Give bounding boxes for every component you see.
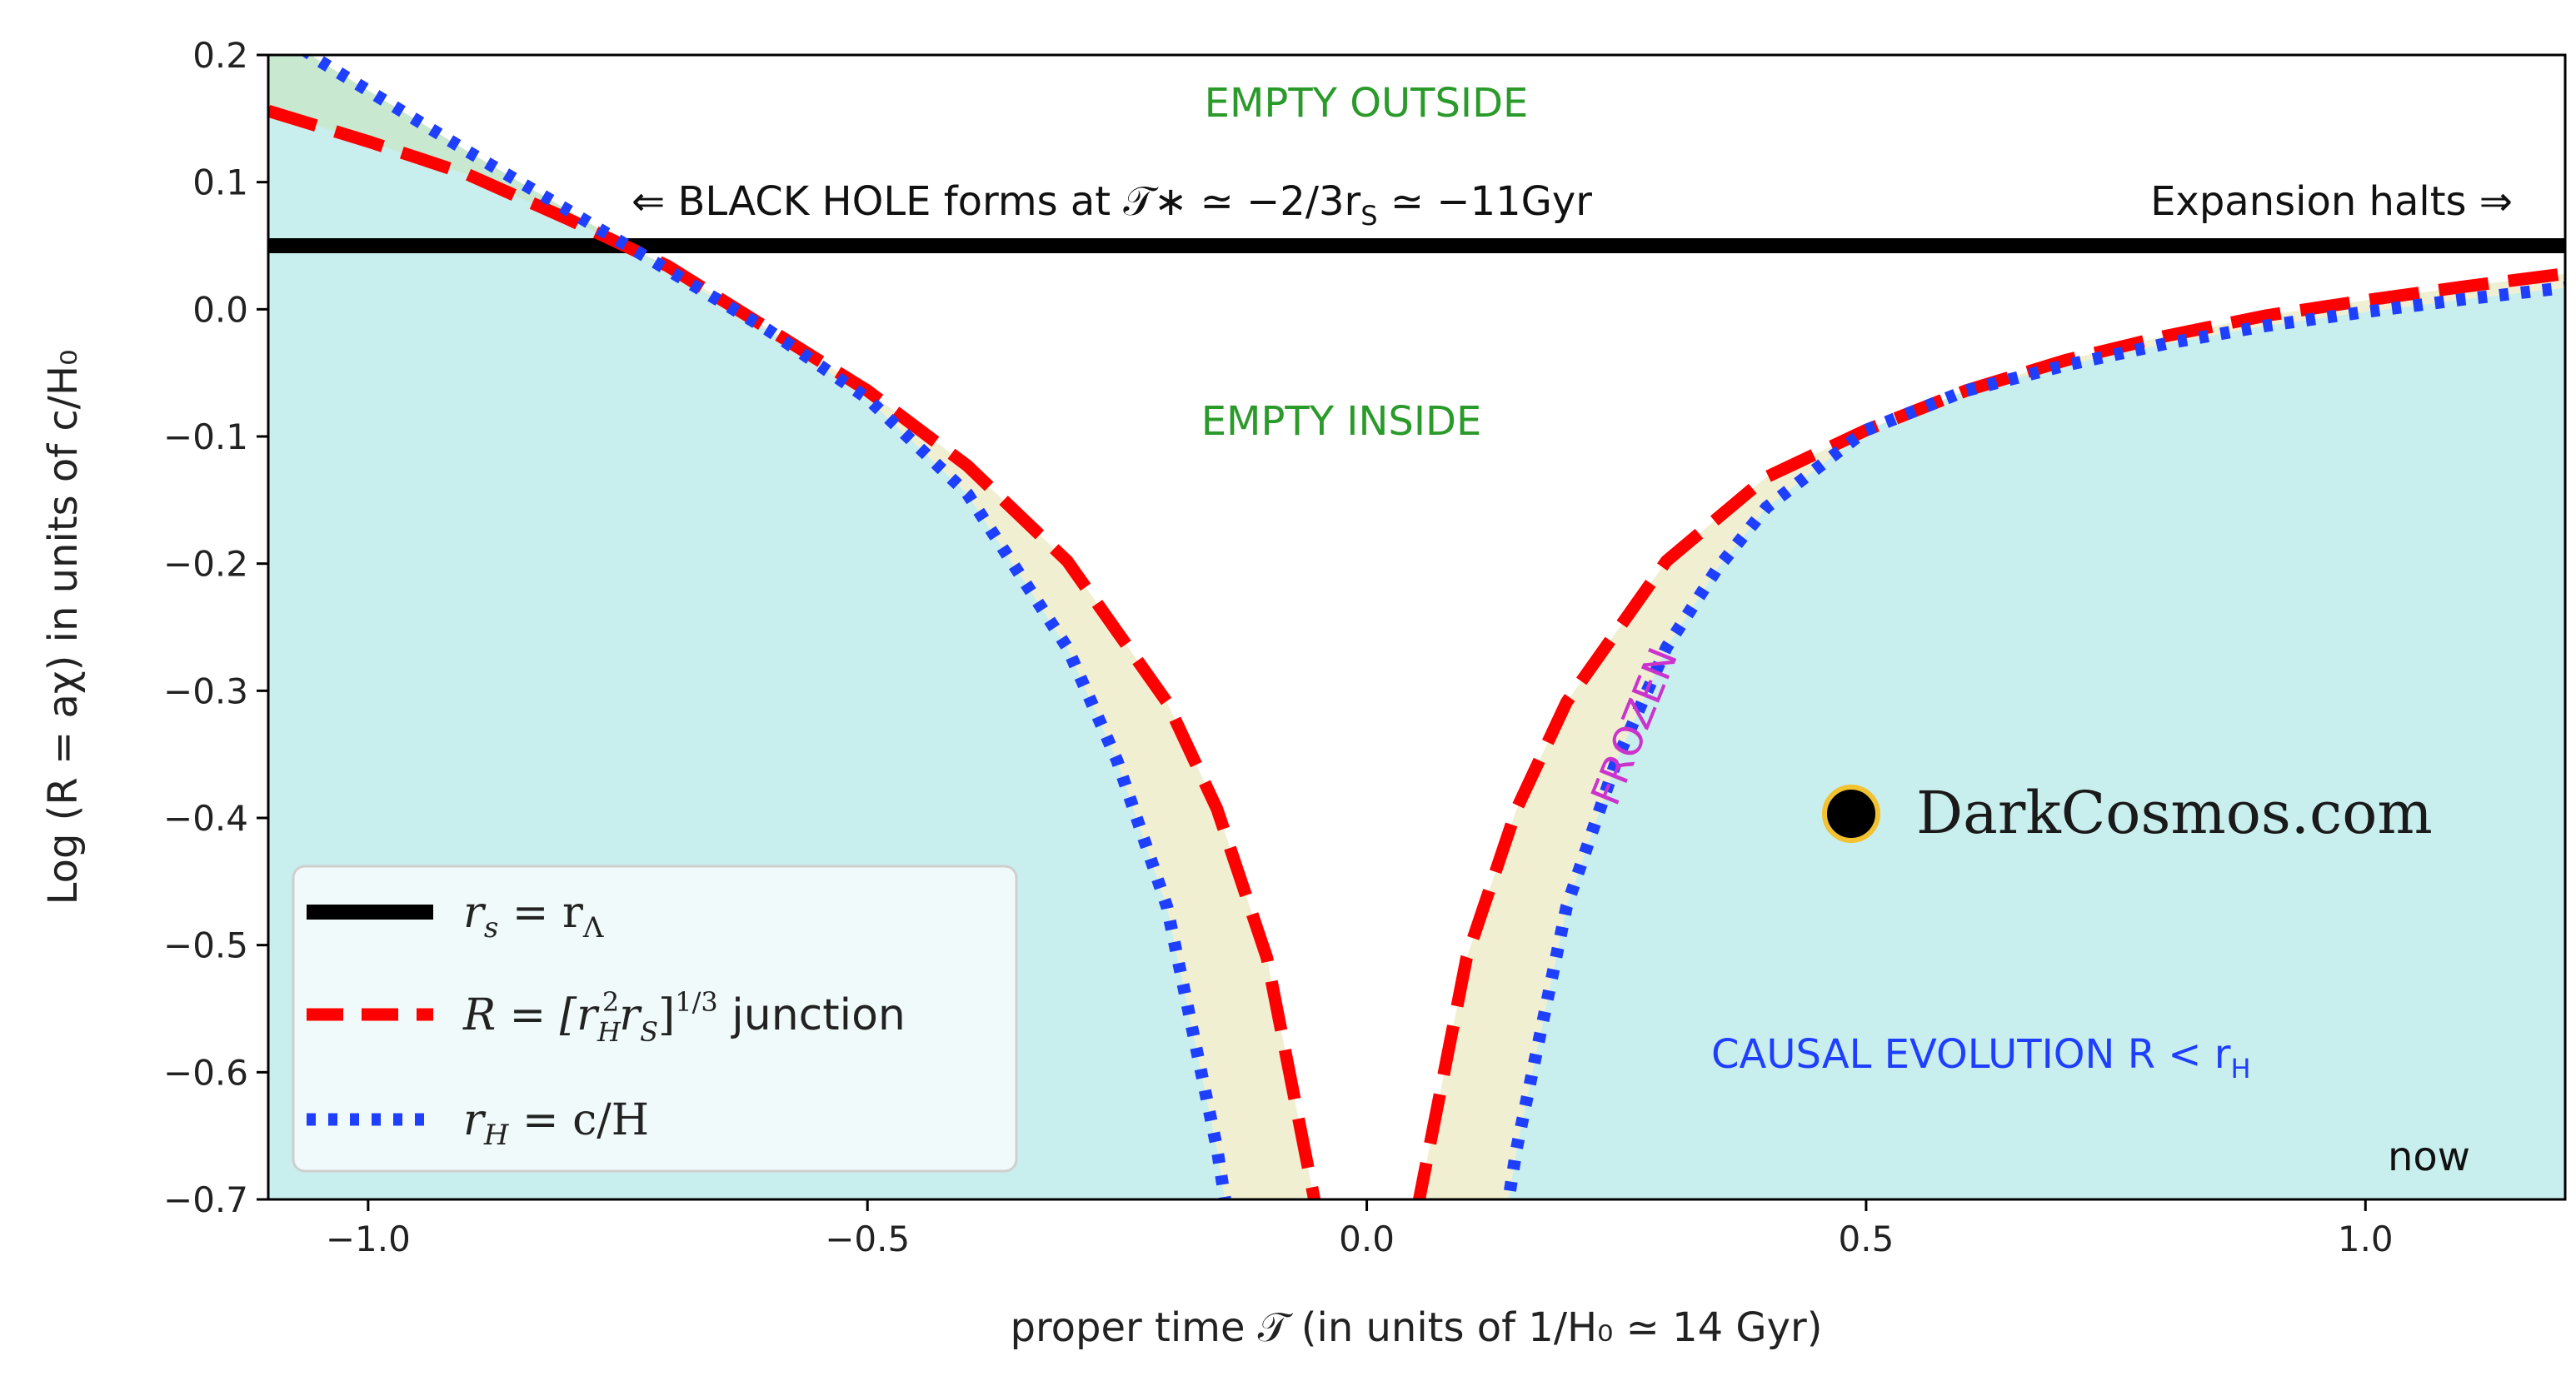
annotation-causal-sub: H [2231,1053,2251,1084]
x-axis-title: proper time 𝒯 (in units of 1/H₀ ≃ 14 Gyr… [1011,1304,1823,1351]
annotation-now: now [2388,1134,2470,1180]
legend-label-rh: rH = c/H [463,1095,649,1152]
brand-text: DarkCosmos.com [1916,779,2433,847]
x-tick-label: 0.0 [1339,1219,1395,1259]
legend-box [292,865,1018,1173]
x-tick-label: 0.5 [1839,1219,1895,1259]
x-axis-ticks: −1.0 −0.5 0.0 0.5 1.0 [326,1199,2394,1259]
y-tick-label: 0.2 [192,35,248,76]
x-tick-label: −1.0 [326,1219,411,1259]
x-tick-label: 1.0 [2338,1219,2394,1259]
y-tick-label: −0.3 [163,671,248,711]
y-tick-label: −0.4 [163,798,248,839]
x-tick-label: −0.5 [825,1219,910,1259]
legend: rs = rΛ R = [rH2rS]1/3 junction rH = c/H [292,865,1018,1173]
y-axis-ticks: 0.2 0.1 0.0 −0.1 −0.2 −0.3 −0.4 −0.5 −0.6 −0.7 [163,35,268,1220]
y-tick-label: −0.6 [163,1052,248,1093]
y-tick-label: 0.1 [192,162,248,203]
frozen-region-left [268,55,1315,1199]
y-tick-label: −0.7 [163,1179,248,1220]
plot-frame [267,53,2567,1201]
y-tick-label: −0.5 [163,925,248,966]
annotation-black-hole-tail: ≃ −11Gyr [1378,178,1593,225]
annotation-empty-outside: EMPTY OUTSIDE [1205,80,1529,127]
y-tick-label: −0.2 [163,544,248,585]
legend-label-rs: rs = rΛ [463,888,604,945]
annotation-black-hole: ⇐ BLACK HOLE forms at 𝒯∗ ≃ −2/3rS ≃ −11G… [632,178,1592,232]
annotation-expansion-halts: Expansion halts ⇒ [2150,178,2513,225]
y-tick-label: −0.1 [163,416,248,457]
y-axis-title: Log (R = aχ) in units of c/H₀ [40,350,87,905]
annotation-causal-evolution: CAUSAL EVOLUTION R < rH [1711,1031,2251,1084]
series-line-junction-left [268,105,1321,1199]
annotation-causal-main: CAUSAL EVOLUTION R < r [1711,1031,2231,1078]
series-line-junction-right [1412,267,2565,1199]
annotation-black-hole-sub: S [1360,200,1377,232]
annotation-empty-inside: EMPTY INSIDE [1201,398,1482,445]
annotation-black-hole-main: ⇐ BLACK HOLE forms at 𝒯∗ ≃ −2/3r [632,178,1361,225]
legend-label-junction: R = [rH2rS]1/3 junction [462,986,906,1048]
causal-region-right [1506,287,2565,1199]
series-line-rh-left [301,55,1231,1199]
series-line-rh-right [1502,281,2565,1199]
y-tick-label: 0.0 [192,289,248,330]
brand-dot-icon [1822,785,1880,843]
